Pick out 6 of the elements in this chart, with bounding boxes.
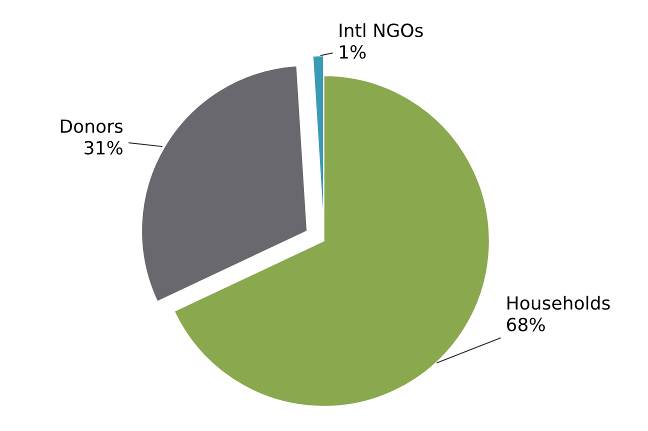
data-label: 31% — [84, 140, 122, 155]
slice-label: Intl NGOs — [340, 23, 423, 38]
data-label: 1% — [340, 45, 366, 59]
data-label: 68% — [507, 318, 545, 332]
slice-label: Households — [508, 296, 610, 310]
slice-label: Donors — [60, 120, 123, 133]
